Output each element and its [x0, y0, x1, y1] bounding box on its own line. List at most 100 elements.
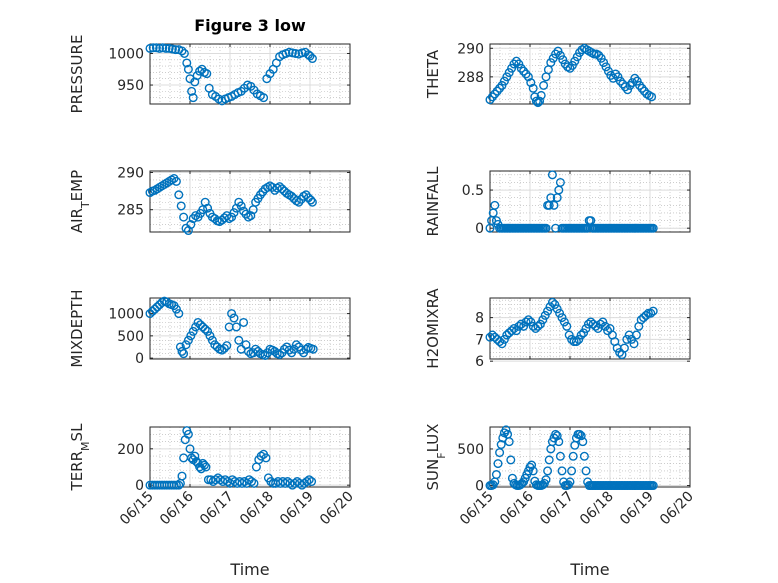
data-point: [598, 317, 608, 327]
data-point: [167, 44, 177, 54]
data-point: [256, 451, 266, 461]
data-point: [275, 350, 285, 360]
data-point: [183, 64, 193, 74]
data-point: [546, 193, 556, 203]
data-point: [600, 321, 610, 331]
data-point: [546, 58, 556, 68]
data-point: [648, 223, 658, 233]
data-point: [555, 50, 565, 60]
y-tick-label: 0: [135, 478, 144, 494]
y-axis-label: SUNFLUX: [424, 424, 448, 491]
data-point: [523, 72, 533, 82]
data-point: [497, 80, 507, 90]
data-point: [307, 477, 317, 487]
axes-h2omixra: 6 7 8 H2OMIXRA: [424, 288, 691, 370]
data-point: [579, 328, 589, 338]
data-point: [511, 326, 521, 336]
data-point: [297, 48, 307, 58]
x-tick-label: 06/16: [497, 488, 537, 528]
data-point: [162, 297, 172, 307]
data-point: [200, 197, 210, 207]
data-point: [547, 170, 557, 180]
data-point: [541, 223, 551, 233]
x-tick-label: 06/20: [317, 489, 357, 529]
data-point: [200, 324, 210, 334]
data-point: [648, 481, 658, 491]
data-point: [148, 43, 158, 53]
x-axis-label: Time: [569, 560, 609, 579]
data-point: [637, 83, 647, 93]
data-point: [562, 321, 572, 331]
data-point: [151, 43, 161, 53]
y-tick-label: 500: [117, 329, 144, 345]
data-point: [497, 339, 507, 349]
data-point: [275, 182, 285, 192]
data-point: [501, 425, 511, 435]
y-tick-label: 288: [457, 70, 484, 86]
data-point: [147, 306, 157, 316]
data-point: [519, 321, 529, 331]
data-point: [509, 59, 519, 69]
y-tick-label: 0: [475, 479, 484, 495]
data-point: [183, 226, 193, 236]
data-point: [287, 48, 297, 58]
figure-title: Figure 3 low: [194, 16, 306, 35]
y-axis-label: THETA: [424, 49, 442, 99]
data-point: [291, 340, 301, 350]
x-tick-label: 06/19: [277, 489, 317, 529]
data-point: [308, 344, 318, 354]
data-point: [203, 203, 213, 213]
data-point: [183, 335, 193, 345]
y-tick-label: 1000: [108, 46, 144, 62]
y-tick-label: 8: [475, 311, 484, 327]
data-point: [533, 98, 543, 108]
y-axis-label: MIXDEPTH: [68, 289, 86, 367]
data-point: [490, 89, 500, 99]
data-point: [179, 48, 189, 58]
data-point: [150, 304, 160, 314]
data-point: [487, 92, 497, 102]
data-point: [183, 429, 193, 439]
data-point: [543, 306, 553, 316]
data-point: [646, 308, 656, 318]
data-point: [239, 317, 249, 327]
data-point: [198, 322, 208, 332]
data-point: [203, 326, 213, 336]
data-point: [557, 313, 567, 323]
data-point: [490, 200, 500, 210]
data-point: [543, 466, 553, 476]
y-tick-label: 0: [475, 221, 484, 237]
axes-frame: [149, 43, 351, 105]
data-point: [188, 326, 198, 336]
data-point: [523, 315, 533, 325]
data-point: [234, 335, 244, 345]
data-point: [307, 197, 317, 207]
data-point: [171, 176, 181, 186]
data-point: [185, 444, 195, 454]
data-point: [155, 43, 165, 53]
data-point: [495, 83, 505, 93]
data-point: [287, 191, 297, 201]
axes-frame: [149, 297, 351, 360]
data-point: [227, 309, 237, 319]
data-point: [551, 49, 561, 59]
data-point: [571, 337, 581, 347]
axes-rainfall: 0 0.5 RAINFALL: [424, 166, 691, 237]
data-point: [549, 200, 559, 210]
axes-frame: [489, 43, 691, 105]
x-tick-label: 06/17: [197, 489, 237, 529]
data-point: [192, 71, 202, 81]
data-point: [506, 455, 516, 465]
data-point: [514, 59, 524, 69]
data-point: [558, 55, 568, 65]
data-point: [516, 63, 526, 73]
data-point: [631, 330, 641, 340]
data-point: [277, 184, 287, 194]
data-point: [648, 306, 658, 316]
data-point: [528, 83, 538, 93]
data-point: [551, 429, 561, 439]
data-point: [527, 460, 537, 470]
data-point: [496, 440, 506, 450]
data-point: [279, 344, 289, 354]
data-point: [511, 56, 521, 66]
